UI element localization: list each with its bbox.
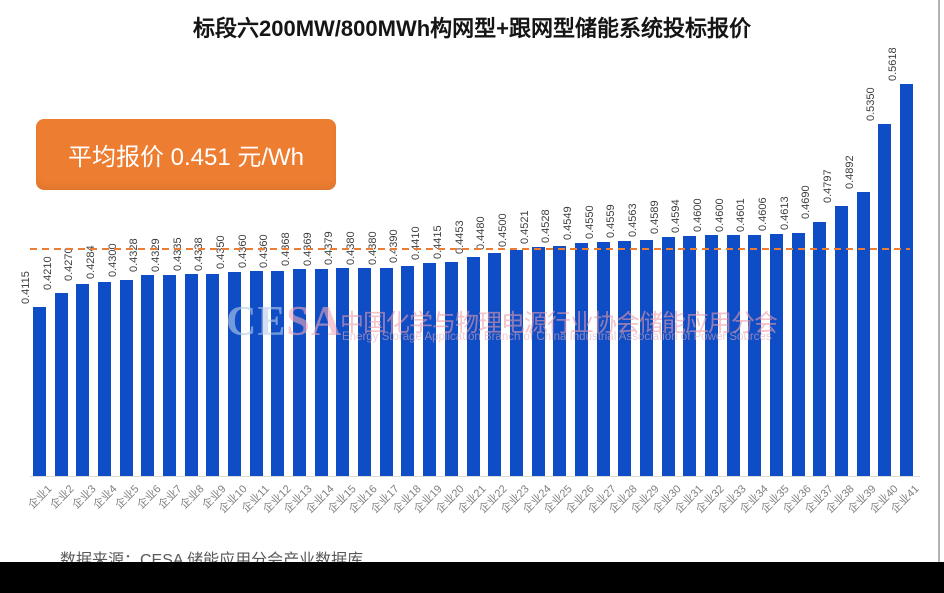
bar-value-label: 0.4892	[843, 155, 856, 189]
bar	[358, 268, 372, 476]
bar-value-label: 0.4335	[171, 237, 184, 271]
bar-value-label: 0.4528	[540, 209, 553, 243]
bar	[661, 237, 675, 476]
bar-value-label: 0.4338	[193, 237, 206, 271]
bar	[444, 262, 458, 476]
bar-value-label: 0.4328	[128, 238, 141, 272]
bar	[206, 274, 220, 476]
category-label: 企业7	[156, 483, 186, 512]
bar	[119, 280, 133, 476]
bar	[856, 192, 870, 476]
bar	[54, 293, 68, 476]
bar	[271, 271, 285, 476]
bar-value-label: 0.4390	[388, 229, 401, 263]
bar	[683, 236, 697, 476]
bottom-black-band	[0, 562, 944, 593]
bar	[184, 274, 198, 476]
bar-value-label: 0.4521	[518, 210, 531, 244]
bar-value-label: 0.4210	[41, 256, 54, 290]
bar	[76, 284, 90, 476]
bar-value-label: 0.4559	[605, 204, 618, 238]
bar	[163, 275, 177, 476]
bar	[900, 84, 913, 476]
bar-value-label: 0.4500	[496, 213, 509, 247]
bar-value-label: 0.4329	[150, 238, 163, 272]
bar	[401, 266, 415, 476]
x-axis-line	[30, 476, 920, 477]
bar	[488, 253, 502, 476]
bar-value-label: 0.4563	[626, 203, 639, 237]
bar-value-label: 0.4613	[778, 196, 791, 230]
bar-value-label: 0.4600	[713, 198, 726, 232]
bar	[834, 206, 848, 476]
bar	[748, 235, 762, 476]
bar-value-label: 0.4606	[756, 197, 769, 231]
average-dashed-line	[30, 248, 910, 250]
bar	[878, 124, 892, 476]
chart-title: 标段六200MW/800MWh构网型+跟网型储能系统投标报价	[193, 16, 751, 41]
bar	[813, 222, 827, 476]
bar	[509, 250, 523, 476]
bar-value-label: 0.4594	[670, 199, 683, 233]
bar	[249, 271, 263, 476]
bar	[574, 243, 588, 476]
bar	[726, 235, 740, 476]
bar	[379, 268, 393, 476]
bar	[618, 241, 632, 476]
bar	[704, 235, 718, 476]
bar-value-label: 0.4797	[821, 169, 834, 203]
bar	[141, 275, 155, 476]
bar-value-label: 0.4284	[85, 245, 98, 279]
bar-value-label: 0.4350	[215, 235, 228, 269]
bar-value-label: 0.4410	[410, 226, 423, 260]
bar	[791, 233, 805, 476]
bar	[98, 282, 112, 476]
bar	[33, 307, 46, 476]
category-label: 企业8	[178, 483, 207, 512]
bar	[596, 242, 610, 476]
category-label: 企业5	[113, 483, 142, 512]
bar-value-label: 0.4360	[236, 234, 249, 268]
bar	[336, 268, 350, 476]
bar-value-label: 0.4589	[648, 200, 661, 234]
bar-value-label: 0.4115	[20, 271, 32, 304]
bar	[228, 272, 242, 476]
bar	[423, 263, 437, 476]
bar	[639, 240, 653, 476]
bar	[293, 269, 307, 476]
average-price-label: 平均报价 0.451 元/Wh	[67, 144, 305, 171]
bar	[466, 257, 480, 476]
bar	[553, 246, 567, 476]
category-label: 企业4	[91, 483, 121, 512]
bar	[769, 234, 783, 476]
bar-value-label: 0.4600	[691, 198, 704, 232]
bar-value-label: 0.4549	[561, 206, 574, 240]
average-price-callout: 平均报价 0.451 元/Wh	[36, 119, 336, 190]
bar-value-label: 0.4550	[583, 205, 596, 239]
category-label: 企业2	[48, 483, 77, 512]
bar-value-label: 0.4360	[258, 234, 271, 268]
bar	[314, 269, 328, 476]
bar-value-label: 0.4270	[63, 247, 76, 281]
bar-value-label: 0.4480	[475, 216, 488, 250]
bar-value-label: 0.5350	[865, 87, 878, 121]
bar-value-label: 0.4415	[431, 225, 444, 259]
right-border-line	[938, 0, 940, 593]
bar-value-label: 0.4601	[735, 198, 748, 232]
category-label: 企业1	[26, 483, 55, 512]
bar-value-label: 0.4690	[800, 185, 813, 219]
bar	[531, 247, 545, 476]
bar-value-label: 0.5618	[887, 47, 899, 81]
